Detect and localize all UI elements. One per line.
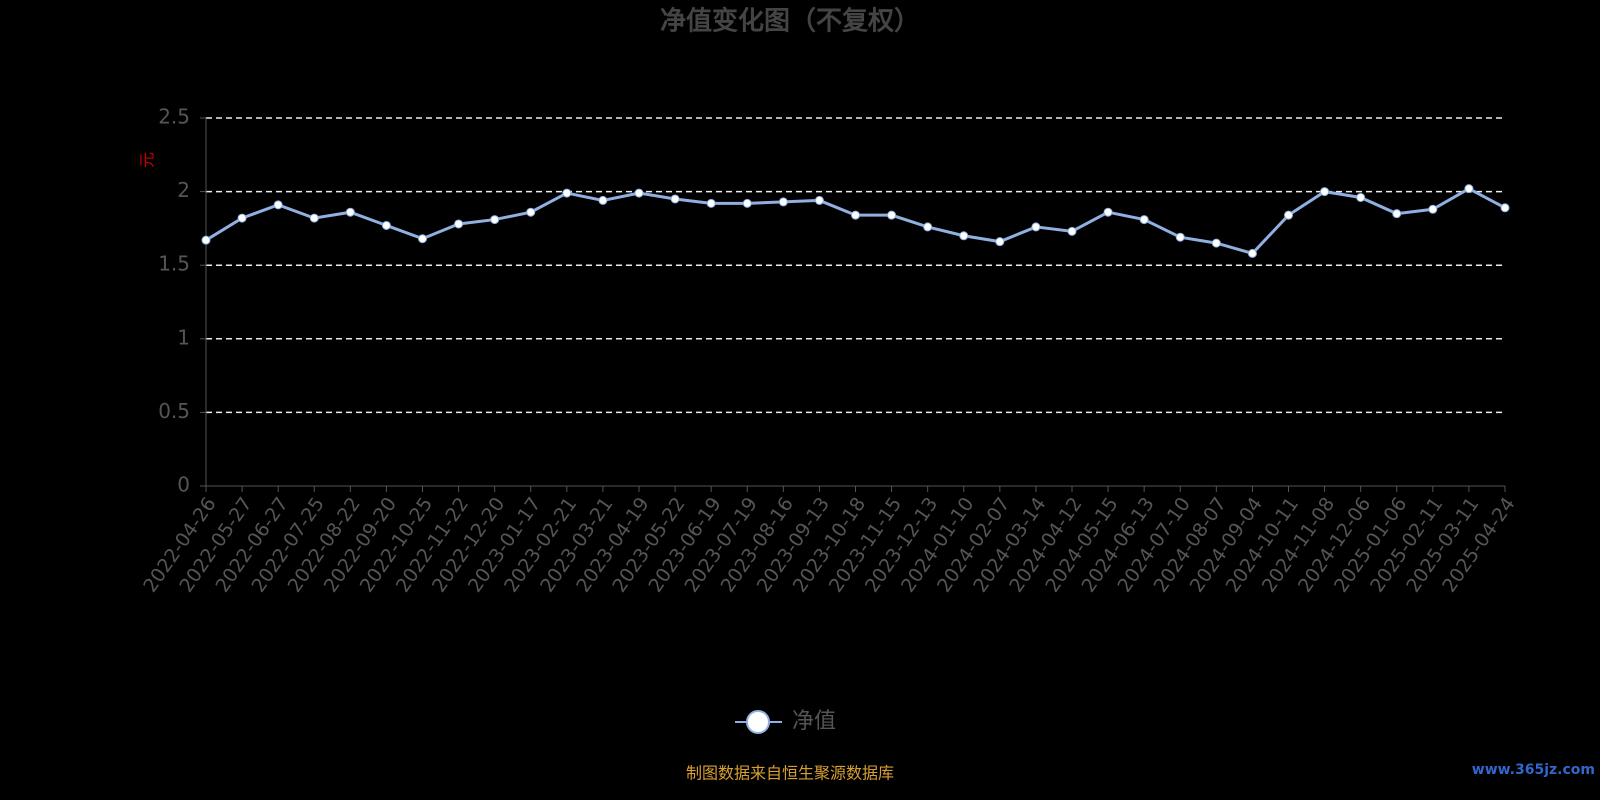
- legend-label: 净值: [792, 709, 836, 734]
- point: [237, 213, 247, 223]
- point: [1031, 222, 1041, 232]
- point: [923, 222, 933, 232]
- point: [309, 213, 319, 223]
- y-tick-label: 1: [177, 325, 190, 349]
- point: [418, 234, 427, 244]
- point: [201, 235, 211, 245]
- point: [670, 194, 680, 204]
- point: [959, 231, 969, 241]
- y-tick-label: 0.5: [158, 399, 190, 423]
- y-tick-label: 2.5: [158, 105, 190, 129]
- line: [205, 186, 1506, 256]
- point: [778, 197, 788, 207]
- point: [742, 198, 752, 208]
- point: [598, 195, 608, 205]
- point: [526, 207, 536, 217]
- point: [454, 219, 464, 229]
- point: [381, 220, 391, 230]
- point: [814, 195, 824, 205]
- point: [887, 210, 897, 220]
- point: [1211, 238, 1221, 248]
- point: [1464, 184, 1474, 194]
- point: [706, 198, 716, 208]
- point: [1284, 210, 1293, 220]
- point: [634, 188, 644, 198]
- point: [562, 188, 572, 198]
- point: [1320, 187, 1330, 197]
- point: [1428, 204, 1438, 214]
- point: [995, 237, 1005, 247]
- point: [1500, 203, 1510, 213]
- watermark: www.365jz.com: [1472, 762, 1595, 778]
- point: [345, 207, 355, 217]
- point: [1067, 226, 1077, 236]
- legend-marker: [746, 710, 770, 734]
- point: [1175, 232, 1185, 242]
- y-tick-label: 0: [177, 473, 190, 497]
- y-tick-label: 1.5: [158, 252, 190, 276]
- chart-title: 净值变化图（不复权）: [660, 6, 920, 37]
- y-axis-label: 元: [138, 152, 157, 168]
- point: [1356, 192, 1366, 202]
- y-tick-label: 2: [177, 178, 190, 202]
- source-note: 制图数据来自恒生聚源数据库: [686, 764, 894, 783]
- point: [1392, 209, 1402, 219]
- point: [273, 200, 283, 210]
- point: [851, 210, 860, 220]
- point: [1139, 215, 1149, 225]
- point: [1247, 248, 1257, 258]
- point: [490, 215, 500, 225]
- point: [1103, 207, 1113, 217]
